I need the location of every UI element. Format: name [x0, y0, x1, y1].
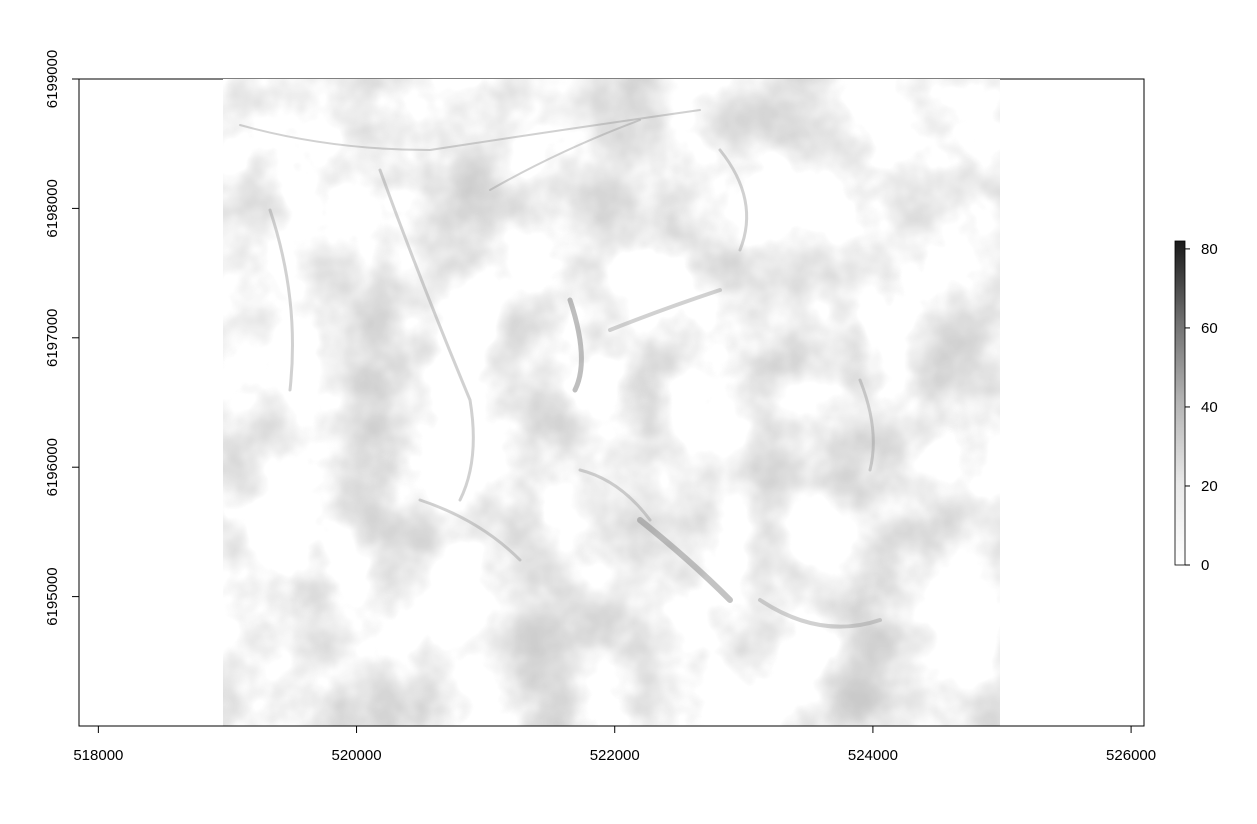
x-tick-label: 520000	[332, 747, 382, 764]
y-tick-label: 6198000	[44, 179, 61, 237]
legend-tick-label: 60	[1201, 320, 1218, 337]
x-axis: 518000 520000 522000 524000 526000	[73, 725, 1156, 764]
color-legend: 0 20 40 60 80	[1174, 240, 1218, 574]
y-tick-label: 6195000	[44, 567, 61, 625]
y-tick-label: 6196000	[44, 438, 61, 496]
legend-tick-label: 80	[1201, 241, 1218, 258]
legend-tick-label: 20	[1201, 478, 1218, 495]
ridge-shading	[239, 109, 882, 629]
legend-tick-label: 40	[1201, 399, 1218, 416]
x-tick-label: 526000	[1106, 747, 1156, 764]
legend-tick-label: 0	[1201, 557, 1209, 574]
raster-layer	[223, 79, 1000, 726]
legend-colorbar	[1174, 240, 1186, 566]
y-tick-label: 6197000	[44, 309, 61, 367]
x-tick-label: 518000	[73, 747, 123, 764]
y-axis: 6195000 6196000 6197000 6198000 6199000	[44, 50, 80, 626]
slope-raster	[223, 79, 1000, 726]
x-tick-label: 524000	[848, 747, 898, 764]
y-tick-label: 6199000	[44, 50, 61, 108]
x-tick-label: 522000	[590, 747, 640, 764]
